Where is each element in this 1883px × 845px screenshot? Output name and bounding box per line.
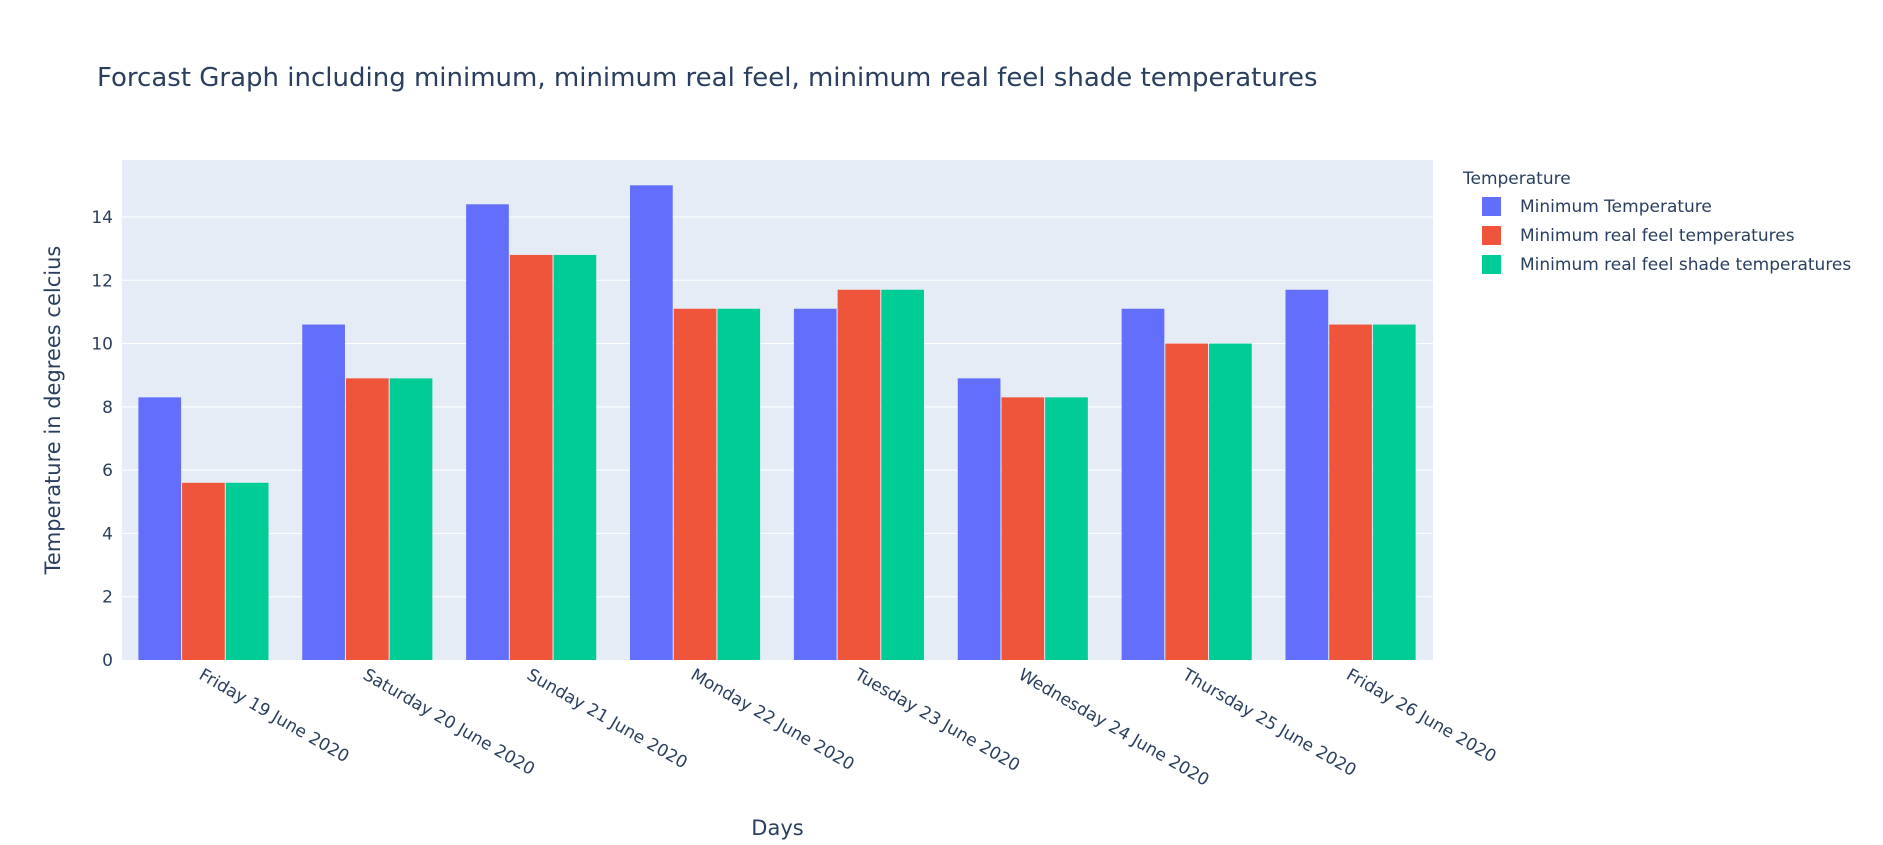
plot-area [122, 160, 1433, 660]
y-tick-label: 6 [102, 461, 113, 481]
bar-minimum-real-feel-temperatures [182, 482, 225, 660]
bar-minimum-temperature [138, 397, 182, 660]
x-tick-label: Friday 19 June 2020 [195, 665, 352, 767]
x-tick-label: Tuesday 23 June 2020 [850, 665, 1023, 776]
bar-minimum-temperature [630, 185, 673, 660]
y-tick-label: 12 [91, 271, 113, 291]
y-tick-label: 0 [102, 651, 113, 671]
y-tick-label: 10 [91, 335, 113, 355]
legend: Temperature Minimum Temperature Minimum r… [1462, 169, 1851, 275]
bar-minimum-real-feel-shade-temperatures [553, 254, 597, 660]
legend-item[interactable]: Minimum Temperature [1482, 197, 1712, 217]
legend-item[interactable]: Minimum real feel temperatures [1482, 226, 1795, 246]
bar-minimum-temperature [302, 324, 345, 660]
bar-minimum-real-feel-temperatures [837, 289, 881, 660]
legend-label: Minimum Temperature [1520, 197, 1712, 217]
x-tick-label: Thursday 25 June 2020 [1178, 665, 1360, 781]
bar-minimum-real-feel-temperatures [345, 378, 389, 660]
bar-minimum-real-feel-shade-temperatures [881, 289, 924, 660]
bar-minimum-real-feel-shade-temperatures [225, 482, 269, 660]
bar-minimum-real-feel-temperatures [1165, 343, 1209, 660]
x-axis: Friday 19 June 2020 Saturday 20 June 2020… [195, 665, 1499, 791]
bar-minimum-real-feel-shade-temperatures [1045, 397, 1088, 660]
legend-label: Minimum real feel shade temperatures [1520, 255, 1851, 275]
x-axis-title: Days [751, 816, 803, 840]
bar-series [138, 185, 1416, 660]
bar-minimum-real-feel-shade-temperatures [1209, 343, 1252, 660]
legend-item[interactable]: Minimum real feel shade temperatures [1482, 255, 1851, 275]
x-tick-label: Saturday 20 June 2020 [359, 665, 538, 780]
bar-minimum-real-feel-temperatures [1001, 397, 1045, 660]
legend-swatch [1482, 226, 1501, 245]
bar-minimum-temperature [466, 204, 509, 660]
chart-title: Forcast Graph including minimum, minimum… [97, 63, 1318, 93]
legend-items: Minimum Temperature Minimum real feel tem… [1482, 197, 1851, 275]
x-tick-label: Monday 22 June 2020 [687, 665, 857, 775]
legend-swatch [1482, 197, 1501, 216]
x-tick-label: Friday 26 June 2020 [1343, 665, 1500, 767]
y-axis-title: Temperature in degrees celcius [41, 246, 65, 576]
bar-minimum-real-feel-shade-temperatures [1372, 324, 1416, 660]
bar-minimum-real-feel-temperatures [673, 308, 717, 660]
legend-swatch [1482, 255, 1501, 274]
bar-minimum-temperature [793, 308, 837, 660]
y-tick-label: 4 [102, 524, 113, 544]
bar-minimum-real-feel-temperatures [509, 254, 553, 660]
bar-minimum-temperature [1121, 308, 1165, 660]
y-tick-label: 14 [91, 208, 113, 228]
bar-minimum-real-feel-temperatures [1329, 324, 1372, 660]
bar-minimum-temperature [957, 378, 1001, 660]
bar-minimum-real-feel-shade-temperatures [389, 378, 433, 660]
bar-minimum-temperature [1285, 289, 1329, 660]
y-tick-label: 8 [102, 398, 113, 418]
y-axis: 0 2 4 6 8 10 12 14 [91, 208, 113, 671]
x-tick-label: Sunday 21 June 2020 [523, 665, 690, 773]
y-tick-label: 2 [102, 588, 113, 608]
legend-label: Minimum real feel temperatures [1520, 226, 1795, 246]
bar-minimum-real-feel-shade-temperatures [717, 308, 761, 660]
legend-title: Temperature [1462, 169, 1571, 189]
